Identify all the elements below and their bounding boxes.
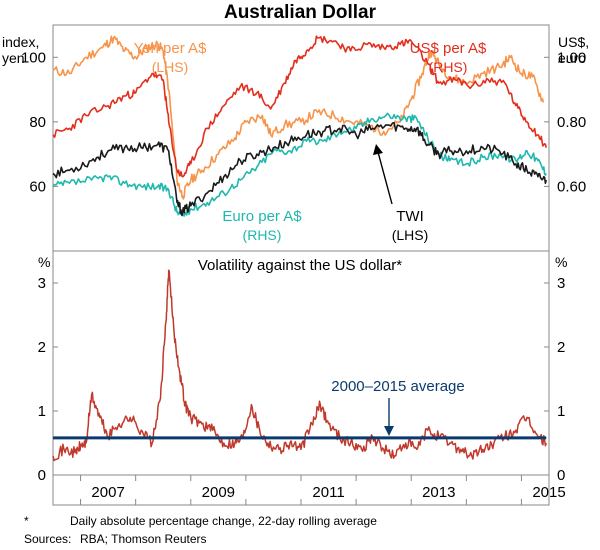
bottom-left-tick-label: 3: [38, 275, 46, 292]
bottom-left-unit: %: [38, 254, 50, 270]
chart-title: Australian Dollar: [224, 2, 377, 23]
bottom-left-tick-label: 1: [38, 403, 46, 420]
left-tick-label: 100: [21, 49, 46, 66]
sources-text: RBA; Thomson Reuters: [80, 532, 207, 546]
usd-series-note: (RHS): [429, 59, 468, 75]
average-arrowhead: [384, 426, 394, 436]
x-tick-label: 2015: [532, 484, 565, 501]
series-line-yen-per-a-: [52, 35, 545, 200]
right-tick-label: 0.80: [557, 114, 586, 131]
x-tick-label: 2013: [422, 484, 455, 501]
euro-series-label: Euro per A$: [222, 208, 302, 225]
usd-series-label: US$ per A$: [410, 40, 487, 57]
sources-label: Sources:: [24, 532, 72, 546]
twi-series-label: TWI: [396, 208, 424, 225]
x-tick-label: 2011: [312, 484, 344, 501]
yen-series-label: Yen per A$: [134, 40, 208, 57]
twi-arrow: [377, 151, 393, 205]
left-axis-label-line1: index,: [2, 34, 39, 50]
bottom-left-tick-label: 0: [38, 467, 46, 484]
series-line-euro-per-a-: [52, 112, 547, 217]
x-tick-label: 2007: [91, 484, 124, 501]
left-tick-label: 80: [29, 114, 46, 131]
right-tick-label: 0.60: [557, 178, 586, 195]
right-axis-label-line1: US$,: [558, 34, 589, 50]
twi-series-note: (LHS): [392, 227, 429, 243]
series-line-us-per-a-: [52, 35, 547, 178]
right-tick-label: 1.00: [557, 49, 586, 66]
bottom-right-tick-label: 2: [557, 339, 565, 356]
bottom-right-tick-label: 1: [557, 403, 565, 420]
volatility-title: Volatility against the US dollar*: [198, 257, 402, 274]
left-axis-label-line2: yen: [2, 50, 25, 66]
yen-series-note: (LHS): [152, 59, 189, 75]
volatility-line: [52, 269, 547, 462]
footnote-text: Daily absolute percentage change, 22-day…: [70, 514, 377, 528]
series-line-twi: [52, 122, 547, 216]
bottom-right-tick-label: 0: [557, 467, 565, 484]
euro-series-note: (RHS): [243, 227, 282, 243]
x-tick-label: 2009: [202, 484, 235, 501]
bottom-left-tick-label: 2: [38, 339, 46, 356]
chart-notes: * Daily absolute percentage change, 22-d…: [24, 512, 377, 548]
twi-arrowhead: [373, 144, 383, 155]
left-tick-label: 60: [29, 178, 46, 195]
footnote-marker: *: [24, 514, 29, 528]
bottom-right-unit: %: [555, 254, 567, 270]
bottom-right-tick-label: 3: [557, 275, 565, 292]
right-axis-label-line2: euro: [558, 50, 586, 66]
average-label: 2000–2015 average: [331, 378, 464, 395]
